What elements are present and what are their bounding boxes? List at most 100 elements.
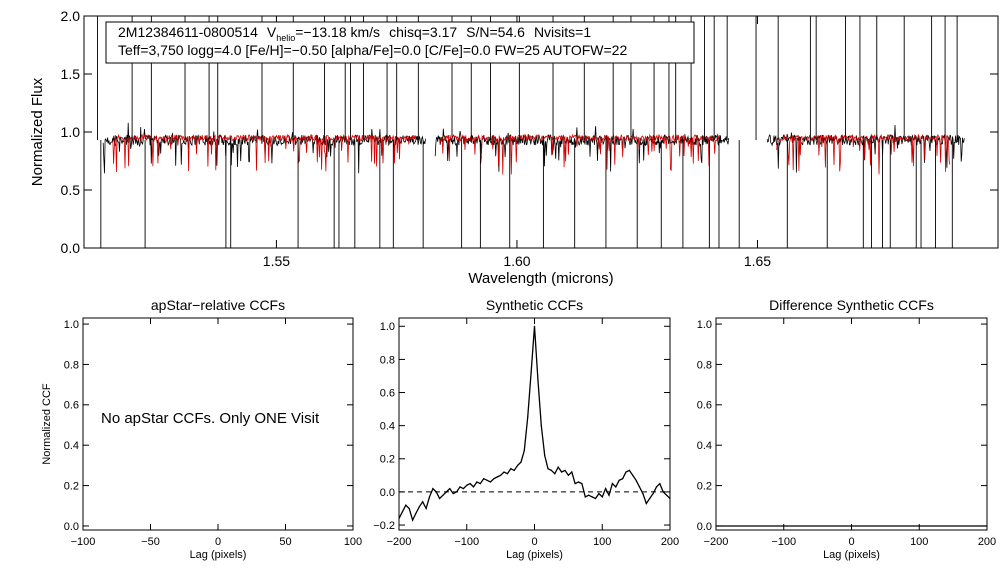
synthetic-ccf-data-point <box>503 471 505 473</box>
synthetic-ccf-data-point <box>456 491 458 493</box>
spectrum-ytick-label: 1.5 <box>61 66 81 82</box>
synthetic-ccf-data-point <box>445 491 447 493</box>
spectrum-xlabel: Wavelength (microns) <box>468 270 613 287</box>
info-line-1: 2M12384611-0800514 Vhelio=−13.18 km/s chis… <box>118 24 591 43</box>
synthetic-ccf-data-point <box>622 478 624 480</box>
difference-ccf-title: Difference Synthetic CCFs <box>769 297 934 313</box>
no-data-message: No apStar CCFs. Only ONE Visit <box>101 410 320 427</box>
apstar-ccf-ytick-label: 0.8 <box>64 359 79 371</box>
synthetic-ccf-title: Synthetic CCFs <box>486 297 583 313</box>
vhelio-value: =−13.18 km/s <box>295 24 380 40</box>
synthetic-ccf-data-point <box>649 497 651 500</box>
info-box: 2M12384611-0800514 Vhelio=−13.18 km/s chis… <box>105 21 695 64</box>
apstar-ccf-xtick-label: 0 <box>215 536 221 548</box>
apstar-ccf-ytick-label: 0.2 <box>64 480 79 492</box>
synthetic-ccf-xtick-label: 200 <box>661 536 679 548</box>
difference-ccf-ytick-label: 0.2 <box>697 480 712 492</box>
apstar-ccf-ytick-label: 1.0 <box>64 319 79 331</box>
spectrum-xtick-label: 1.55 <box>263 253 290 269</box>
synthetic-ccf-data-point <box>564 469 566 471</box>
difference-ccf-ytick-label: 0.8 <box>697 359 712 371</box>
spectrum-axes: 1.55 1.60 1.65 0.0 0.5 1.0 1.5 2.0 Wavelength (m… <box>29 8 998 287</box>
difference-ccf-ytick-label: 0.4 <box>697 440 712 452</box>
synthetic-ccf-data-point <box>550 469 553 471</box>
synthetic-ccf-data-point <box>439 497 441 500</box>
apstar-ccf-xlabel: Lag (pixels) <box>190 549 247 561</box>
difference-ccf-xtick-label: 200 <box>978 536 996 548</box>
apstar-ccf-xtick-label: 100 <box>344 536 362 548</box>
synthetic-ccf-data-point <box>530 372 532 374</box>
synthetic-ccf-data-point <box>615 486 617 488</box>
synthetic-ccf-data-point <box>618 479 620 481</box>
synthetic-ccf-data-point <box>533 325 536 327</box>
apstar-ccf-title: apStar−relative CCFs <box>151 297 285 313</box>
synthetic-ccf-ytick-label: −0.2 <box>373 520 395 532</box>
synthetic-ccf-data-point <box>588 494 590 496</box>
synthetic-ccf-data-point <box>544 454 546 457</box>
synthetic-ccf-data-point <box>577 481 580 483</box>
synthetic-spectrum-segment <box>776 133 951 175</box>
synthetic-ccf-data-point <box>415 512 417 515</box>
synthetic-ccf-ytick-label: 0.2 <box>380 454 395 466</box>
synthetic-ccf-data-point <box>479 483 481 485</box>
synthetic-ccf-ytick-label: 0.4 <box>380 421 395 433</box>
synthetic-ccf-data-point <box>561 471 563 473</box>
synthetic-ccf-plot-area <box>398 325 671 522</box>
synthetic-ccf-data-point <box>628 469 631 471</box>
spectrum-xtick-label: 1.65 <box>744 253 771 269</box>
synthetic-ccf-data-point <box>428 496 431 498</box>
synthetic-ccf-xtick-label: −200 <box>387 536 412 548</box>
synthetic-ccf-data-point <box>523 449 525 452</box>
synthetic-ccf-data-point <box>638 486 641 488</box>
synthetic-ccf-ytick-label: 0.0 <box>380 487 395 499</box>
synthetic-ccf-data-point <box>666 494 668 496</box>
synthetic-ccf-panel: −200 −100 0 100 200 −0.2 0.0 0.2 0.4 0.6 0.8 1.0 Syn… <box>373 297 679 561</box>
synthetic-ccf-data-point <box>459 486 461 488</box>
difference-ccf-xlabel: Lag (pixels) <box>823 549 880 561</box>
synthetic-ccf-data-point <box>571 471 573 473</box>
apstar-ccf-panel: −100 −50 0 50 100 0.0 0.2 0.4 0.6 0.8 1.0 apStar−re… <box>41 297 362 561</box>
synthetic-ccf-data-point <box>625 471 627 473</box>
apstar-ccf-axes: −100 −50 0 50 100 0.0 0.2 0.4 0.6 0.8 1.0 apStar−re… <box>41 297 362 561</box>
synthetic-ccf-data-point <box>635 479 637 481</box>
synthetic-ccf-data-point <box>540 425 542 427</box>
synthetic-ccf-data-point <box>466 484 468 486</box>
synthetic-ccf-data-point <box>510 468 512 470</box>
synthetic-ccf-data-point <box>554 473 556 475</box>
synthetic-ccf-data-point <box>659 483 661 485</box>
snr-value: S/N=54.6 <box>466 24 525 40</box>
synthetic-spectrum-segment <box>112 133 417 173</box>
synthetic-ccf-data-point <box>496 476 498 478</box>
synthetic-ccf-data-point <box>611 483 614 485</box>
difference-ccf-axes: −200 −100 0 100 200 0.0 0.2 0.4 0.6 0.8 1.0 Differe… <box>697 297 996 561</box>
synthetic-ccf-data-point <box>418 506 420 508</box>
synthetic-ccf-data-point <box>547 468 549 470</box>
synthetic-ccf-data-point <box>598 493 600 495</box>
synthetic-ccf-data-point <box>483 478 485 480</box>
synthetic-ccf-data-point <box>594 497 597 500</box>
synthetic-ccf-data-point <box>517 464 519 466</box>
synthetic-ccf-data-point <box>608 494 610 496</box>
synthetic-ccf-data-point <box>567 474 570 476</box>
synthetic-ccf-data-point <box>655 486 658 488</box>
synthetic-ccf-data-point <box>408 507 410 510</box>
synthetic-ccf-data-point <box>520 461 522 463</box>
synthetic-ccf-data-point <box>574 483 576 485</box>
synthetic-ccf-data-point <box>462 488 464 490</box>
synthetic-ccf-data-point <box>513 469 515 471</box>
synthetic-ccf-data-point <box>452 493 454 495</box>
synthetic-ccf-data-point <box>472 486 475 488</box>
apstar-ccf-ytick-label: 0.0 <box>64 521 79 533</box>
apstar-ccf-xtick-label: −100 <box>71 536 96 548</box>
info-line-2: Teff=3,750 logg=4.0 [Fe/H]=−0.50 [alpha/… <box>118 42 627 58</box>
apstar-ccf-ytick-label: 0.4 <box>64 440 79 452</box>
synthetic-ccf-data-point <box>449 488 451 490</box>
synthetic-ccf-data-point <box>469 483 471 485</box>
object-id: 2M12384611-0800514 <box>118 24 258 40</box>
synthetic-ccf-axes: −200 −100 0 100 200 −0.2 0.0 0.2 0.4 0.6 0.8 1.0 Syn… <box>373 297 679 561</box>
synthetic-ccf-data-point <box>591 496 593 498</box>
apstar-ccf-xtick-label: −50 <box>141 536 160 548</box>
apstar-ccf-xtick-label: 50 <box>279 536 291 548</box>
difference-ccf-ytick-label: 0.6 <box>697 400 712 412</box>
synthetic-ccf-data-point <box>500 474 502 476</box>
